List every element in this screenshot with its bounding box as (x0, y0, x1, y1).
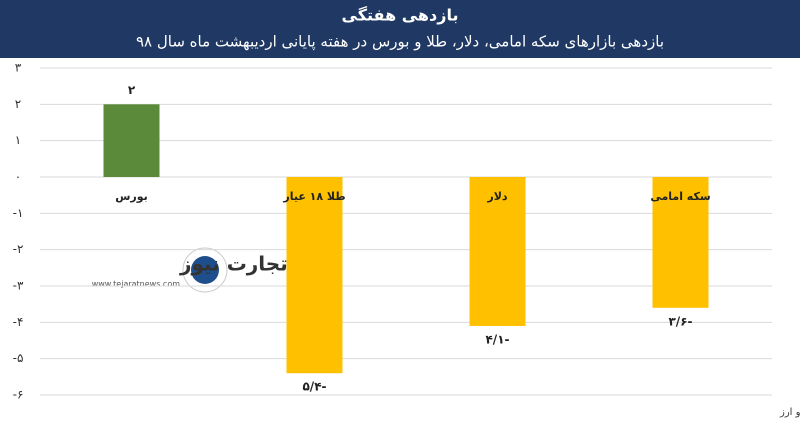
y-tick-label: -۶ (13, 388, 24, 402)
y-tick-label: ۲ (15, 97, 21, 111)
y-tick-label: -۳ (13, 279, 24, 293)
bar (469, 177, 526, 326)
logo-text: تجارت نیوز (179, 252, 288, 276)
logo: تجارت نیوز www.tejaratnews.com (92, 247, 288, 293)
chart-title: بازدهی هفتگی (342, 6, 459, 25)
y-tick-label: ۱ (15, 133, 21, 147)
category-label: بورس (115, 190, 148, 203)
value-label: -۳/۶ (668, 314, 692, 328)
y-tick-label: -۱ (13, 206, 24, 220)
value-label: -۴/۱ (485, 332, 509, 346)
source-note: منبع: شبکه اطلاع‌رسانی طلا، سکه و ارز (779, 407, 800, 418)
y-tick-label: ۳ (15, 61, 22, 75)
value-label: -۵/۴ (302, 380, 326, 394)
y-tick-label: -۲ (13, 242, 24, 256)
value-label: ۲ (128, 83, 136, 97)
bar (652, 177, 709, 308)
logo-mark (191, 256, 219, 284)
logo-url: www.tejaratnews.com (92, 280, 180, 289)
y-tick-label: -۴ (13, 315, 24, 329)
category-label: دلار (486, 190, 508, 203)
category-label: طلا ۱۸ عیار (282, 190, 345, 203)
chart-subtitle: بازدهی بازارهای سکه امامی، دلار، طلا و ب… (136, 33, 664, 52)
bar (286, 177, 343, 374)
category-label: سکه امامی (650, 190, 710, 203)
y-tick-label: ۰ (15, 170, 21, 184)
bar (103, 104, 160, 177)
y-tick-label: -۵ (13, 351, 24, 365)
header-band (0, 0, 800, 58)
